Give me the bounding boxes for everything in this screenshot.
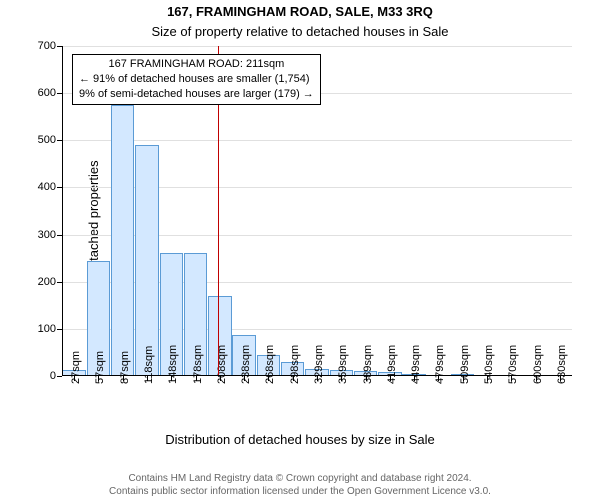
x-axis-label: Distribution of detached houses by size … [0,432,600,447]
y-tick-label: 200 [38,276,56,288]
footer-line-2: Contains public sector information licen… [0,486,600,499]
plot-area: 010020030040050060070027sqm57sqm87sqm118… [62,46,572,376]
footer-attribution: Contains HM Land Registry data © Crown c… [0,473,600,498]
plot-border [62,46,572,376]
y-tick-label: 600 [38,87,56,99]
y-tick-label: 400 [38,181,56,193]
y-tick [57,376,62,377]
y-tick-label: 300 [38,229,56,241]
footer-line-1: Contains HM Land Registry data © Crown c… [0,473,600,486]
y-tick-label: 100 [38,323,56,335]
page-title: 167, FRAMINGHAM ROAD, SALE, M33 3RQ [0,4,600,19]
y-tick-label: 0 [50,370,56,382]
page-subtitle: Size of property relative to detached ho… [0,24,600,39]
y-tick-label: 700 [38,40,56,52]
histogram-chart: 167, FRAMINGHAM ROAD, SALE, M33 3RQ Size… [0,0,600,500]
y-tick-label: 500 [38,134,56,146]
